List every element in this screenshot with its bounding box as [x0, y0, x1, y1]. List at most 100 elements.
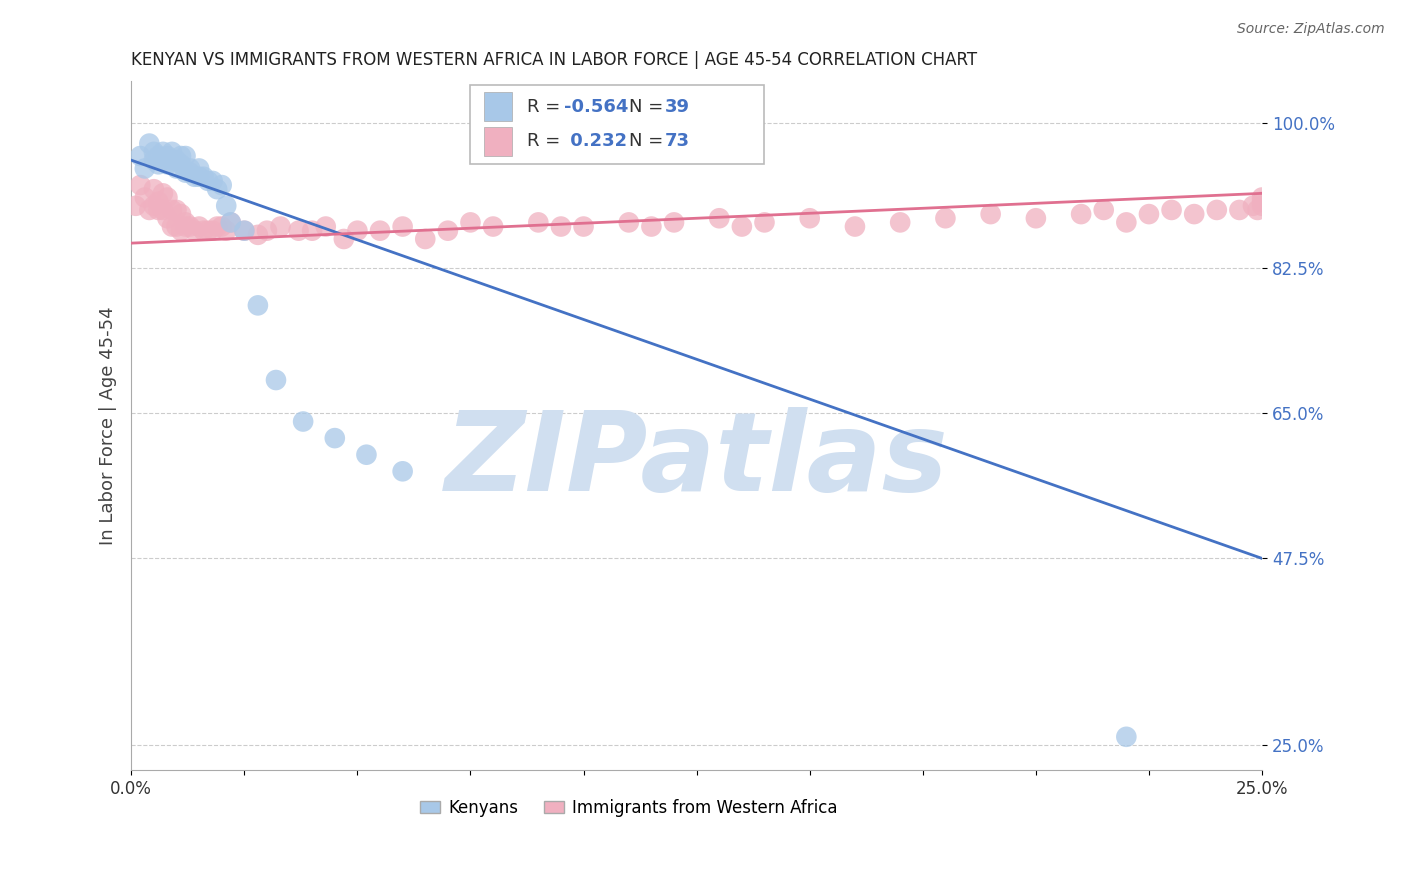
- Point: [174, 215, 197, 229]
- Point: [640, 219, 662, 234]
- Point: [413, 232, 436, 246]
- Point: [368, 224, 391, 238]
- Point: [215, 199, 238, 213]
- Point: [1182, 207, 1205, 221]
- Point: [188, 219, 211, 234]
- Point: [391, 464, 413, 478]
- Point: [301, 224, 323, 238]
- Point: [170, 207, 193, 221]
- Point: [197, 174, 219, 188]
- Point: [889, 215, 911, 229]
- Point: [152, 153, 174, 168]
- Point: [1115, 730, 1137, 744]
- Point: [219, 215, 242, 229]
- Point: [356, 448, 378, 462]
- Point: [323, 431, 346, 445]
- Point: [482, 219, 505, 234]
- Point: [844, 219, 866, 234]
- Point: [160, 145, 183, 159]
- Point: [211, 178, 233, 192]
- Point: [183, 169, 205, 184]
- Point: [156, 157, 179, 171]
- Point: [980, 207, 1002, 221]
- Point: [731, 219, 754, 234]
- Point: [1070, 207, 1092, 221]
- Point: [188, 161, 211, 176]
- Point: [160, 202, 183, 217]
- Point: [799, 211, 821, 226]
- Point: [183, 224, 205, 238]
- Text: R =: R =: [527, 132, 567, 150]
- Point: [152, 202, 174, 217]
- Point: [205, 219, 228, 234]
- Point: [1246, 202, 1268, 217]
- FancyBboxPatch shape: [484, 127, 512, 156]
- Point: [550, 219, 572, 234]
- Point: [201, 224, 224, 238]
- Point: [292, 415, 315, 429]
- Point: [148, 149, 170, 163]
- Point: [215, 224, 238, 238]
- Point: [709, 211, 731, 226]
- Point: [754, 215, 776, 229]
- Text: N =: N =: [628, 132, 669, 150]
- Point: [1160, 202, 1182, 217]
- Point: [662, 215, 685, 229]
- Point: [156, 211, 179, 226]
- Point: [166, 202, 188, 217]
- Point: [134, 190, 156, 204]
- Point: [179, 161, 201, 176]
- Point: [142, 199, 165, 213]
- Point: [129, 149, 152, 163]
- Point: [1251, 194, 1274, 209]
- Point: [205, 182, 228, 196]
- Text: -0.564: -0.564: [564, 98, 628, 116]
- Point: [233, 224, 256, 238]
- Point: [1251, 199, 1274, 213]
- Point: [1205, 202, 1227, 217]
- Point: [287, 224, 309, 238]
- Point: [1241, 199, 1264, 213]
- Text: KENYAN VS IMMIGRANTS FROM WESTERN AFRICA IN LABOR FORCE | AGE 45-54 CORRELATION : KENYAN VS IMMIGRANTS FROM WESTERN AFRICA…: [131, 51, 977, 69]
- Point: [460, 215, 482, 229]
- Point: [179, 166, 201, 180]
- Point: [174, 149, 197, 163]
- Point: [179, 219, 201, 234]
- Point: [1137, 207, 1160, 221]
- Point: [219, 215, 242, 229]
- Text: 39: 39: [665, 98, 690, 116]
- FancyBboxPatch shape: [471, 85, 765, 164]
- Point: [148, 194, 170, 209]
- Point: [246, 227, 269, 242]
- Point: [174, 166, 197, 180]
- Point: [437, 224, 460, 238]
- FancyBboxPatch shape: [484, 93, 512, 121]
- Point: [134, 161, 156, 176]
- Point: [391, 219, 413, 234]
- Point: [152, 145, 174, 159]
- Point: [166, 153, 188, 168]
- Point: [333, 232, 356, 246]
- Point: [125, 199, 148, 213]
- Point: [1025, 211, 1047, 226]
- Point: [1092, 202, 1115, 217]
- Text: 73: 73: [665, 132, 690, 150]
- Point: [166, 161, 188, 176]
- Point: [617, 215, 640, 229]
- Point: [138, 202, 160, 217]
- Text: 0.232: 0.232: [564, 132, 627, 150]
- Point: [264, 373, 287, 387]
- Point: [166, 219, 188, 234]
- Point: [527, 215, 550, 229]
- Point: [152, 186, 174, 201]
- Point: [156, 190, 179, 204]
- Point: [193, 224, 215, 238]
- Point: [148, 157, 170, 171]
- Text: Source: ZipAtlas.com: Source: ZipAtlas.com: [1237, 22, 1385, 37]
- Text: ZIPatlas: ZIPatlas: [444, 407, 949, 514]
- Point: [170, 157, 193, 171]
- Point: [138, 136, 160, 151]
- Point: [1229, 202, 1251, 217]
- Point: [148, 202, 170, 217]
- Point: [170, 149, 193, 163]
